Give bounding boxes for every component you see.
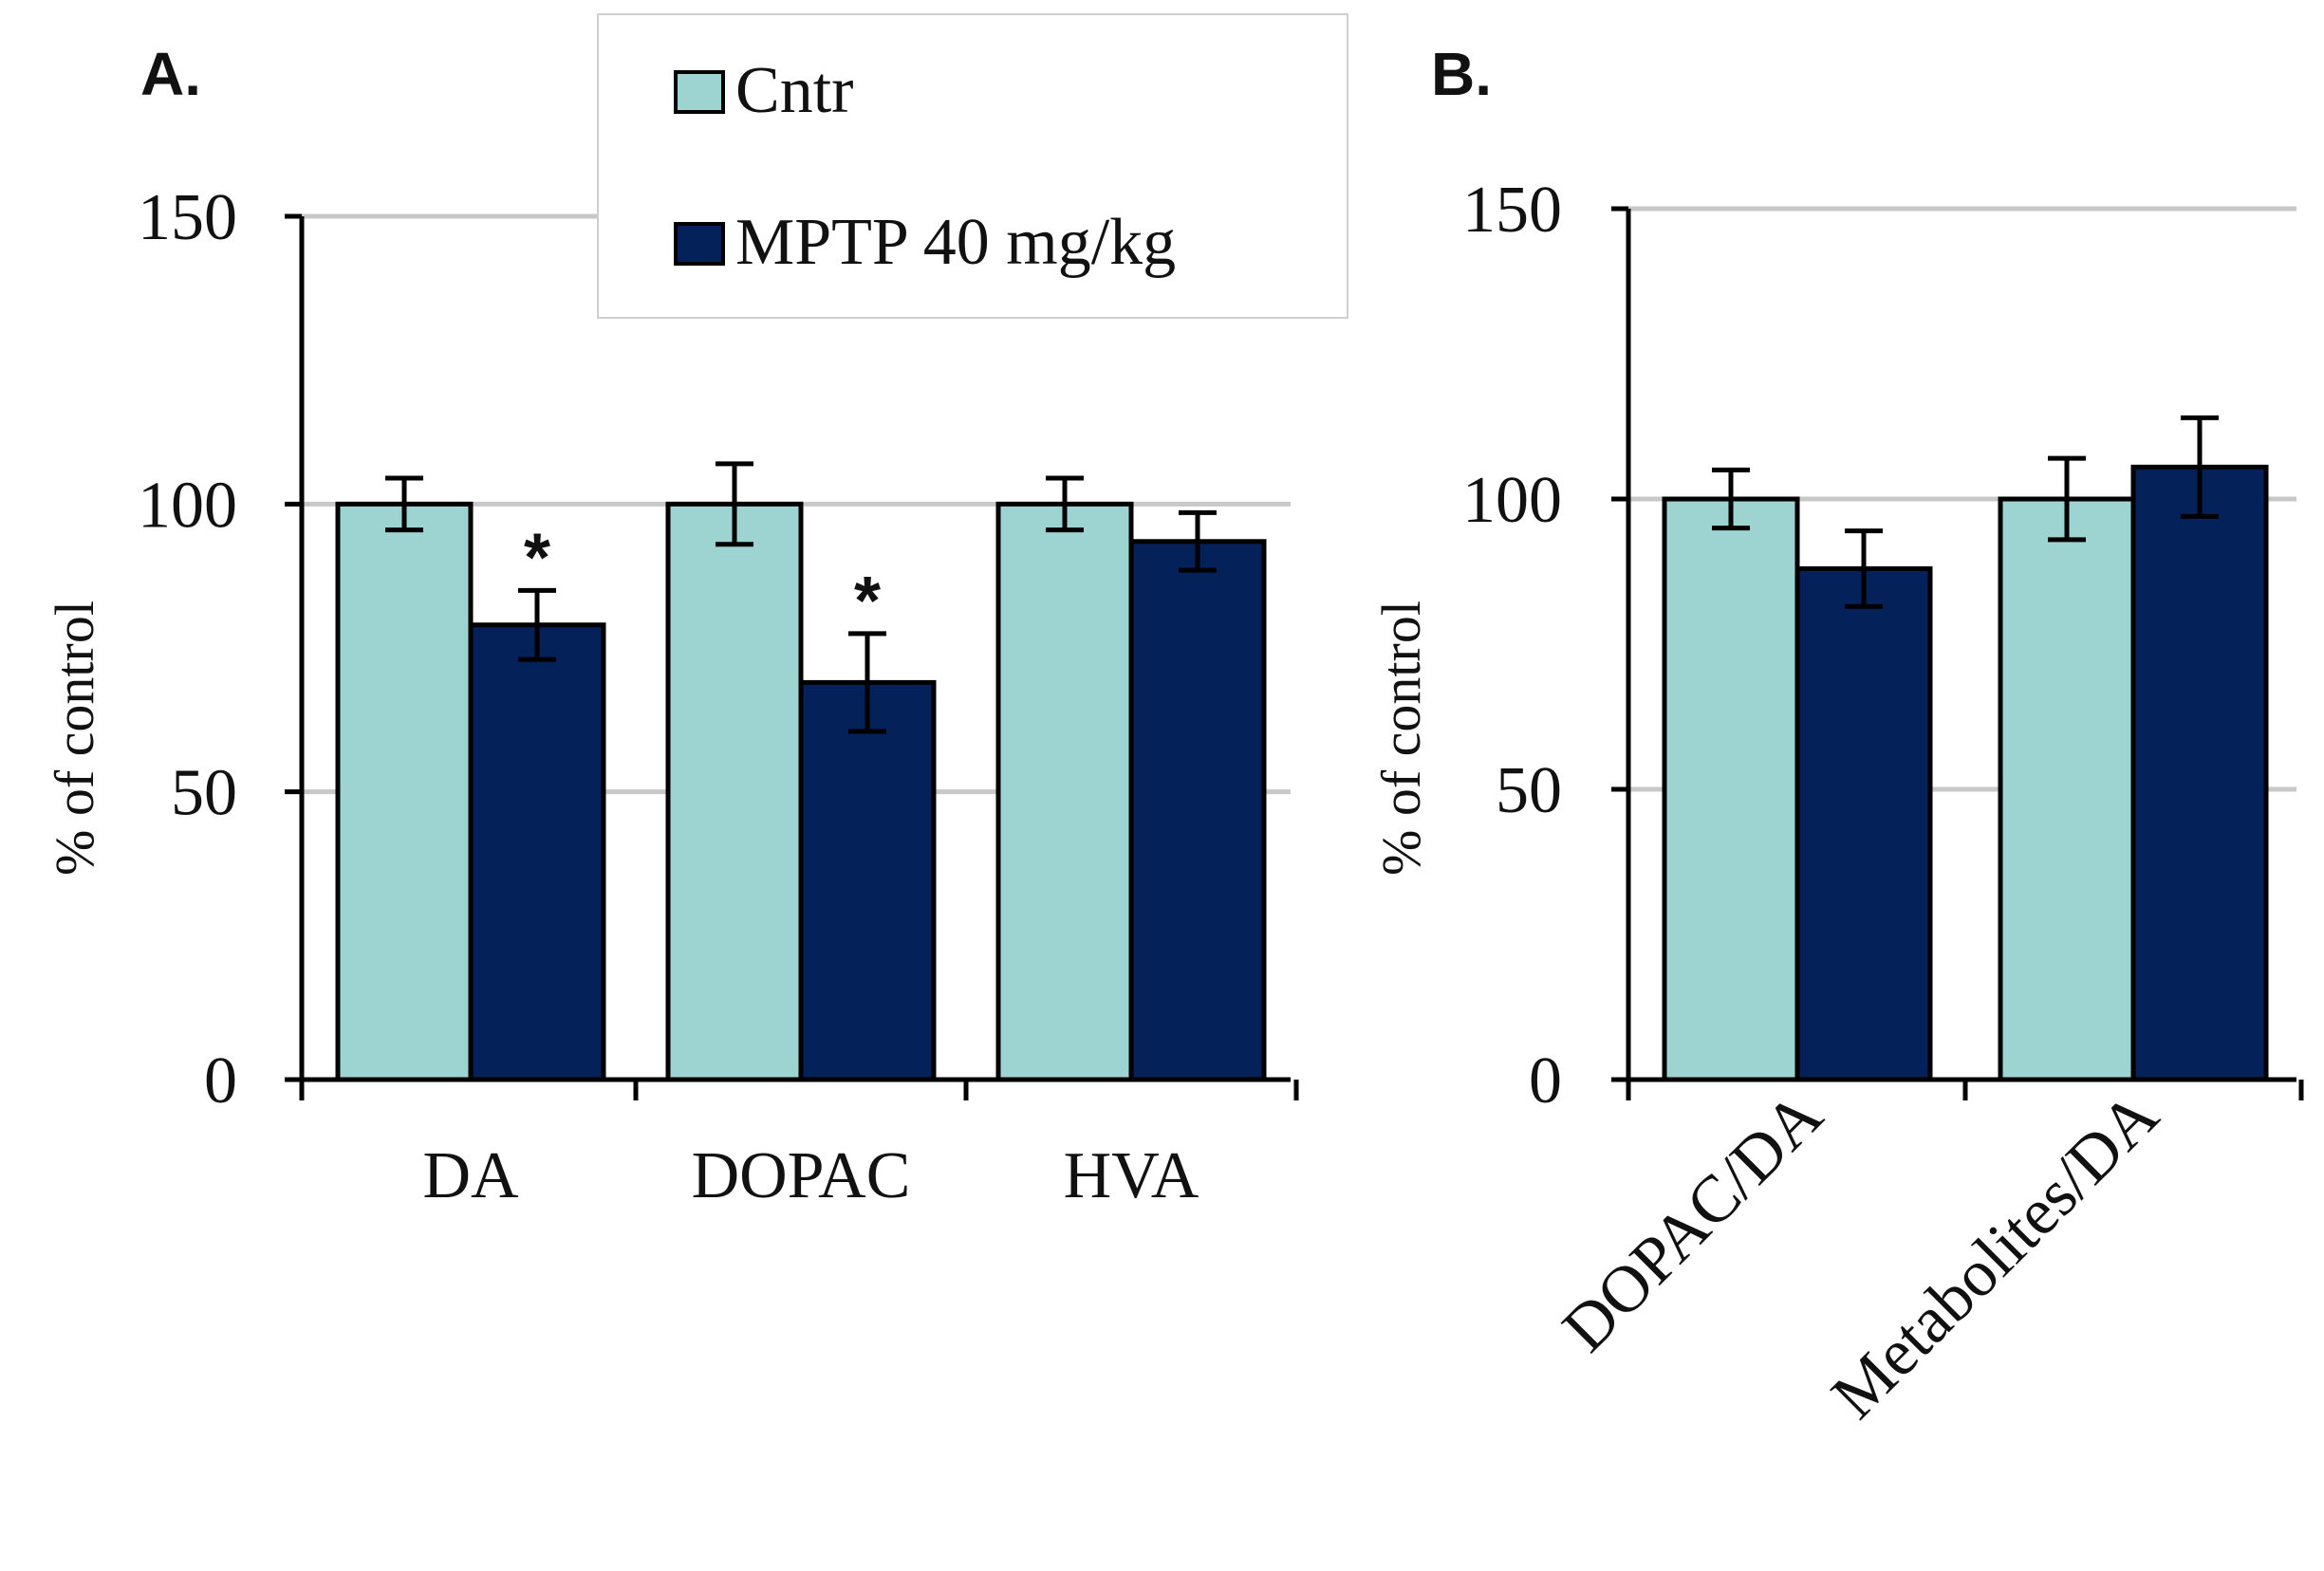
panel-a-bar-cntr <box>335 501 474 1082</box>
legend-swatch-mptp <box>674 222 725 266</box>
panel-a-category-label: DA <box>422 1139 519 1212</box>
panel-a-significance-star: * <box>524 520 550 596</box>
panel-b-y-axis-title: % of control <box>1370 601 1432 876</box>
legend: Cntr MPTP 40 mg/kg <box>597 13 1348 319</box>
panel-b-category-label: Metabolites/DA <box>1818 1079 2173 1433</box>
panel-b-label: B. <box>1431 40 1492 108</box>
panel-b-y-tick-label: 150 <box>1462 174 1562 247</box>
panel-a-y-axis-title: % of control <box>44 601 105 876</box>
panel-a-bar-mptp <box>1128 539 1267 1082</box>
panel-b-bar-mptp <box>1794 565 1933 1082</box>
panel-a-y-tick-label: 50 <box>171 757 237 830</box>
panel-a-y-tick-label: 0 <box>204 1044 237 1118</box>
panel-a-y-tick-label: 150 <box>138 181 237 254</box>
panel-b-bar-mptp <box>2130 464 2269 1082</box>
panel-b-bar-cntr <box>1662 496 1800 1082</box>
panel-b-y-tick-label: 50 <box>1496 754 1562 827</box>
panel-b-y-tick-label: 0 <box>1529 1044 1562 1118</box>
panel-a-bar-cntr <box>995 501 1134 1082</box>
panel-b-bar-cntr <box>1998 496 2136 1082</box>
panel-a-y-tick-label: 100 <box>138 469 237 542</box>
panel-a-bar-cntr <box>665 501 804 1082</box>
legend-swatch-cntr <box>674 70 725 114</box>
legend-label-mptp: MPTP 40 mg/kg <box>735 206 1176 279</box>
panel-a-label: A. <box>140 40 201 108</box>
panel-a-category-label: DOPAC <box>692 1139 911 1212</box>
panel-a-chart: A. * * DA DOPAC HVA 0 50 100 150 % of control <box>44 40 1299 1212</box>
panel-a-bar-mptp <box>798 679 937 1082</box>
panel-a-significance-star: * <box>854 564 881 639</box>
legend-label-cntr: Cntr <box>735 54 853 127</box>
panel-a-category-label: HVA <box>1064 1139 1199 1212</box>
panel-b-category-label: DOPAC/DA <box>1549 1079 1836 1366</box>
panel-b-y-tick-label: 100 <box>1462 464 1562 537</box>
legend-box <box>597 13 1348 319</box>
panel-a-bar-mptp <box>468 622 606 1082</box>
